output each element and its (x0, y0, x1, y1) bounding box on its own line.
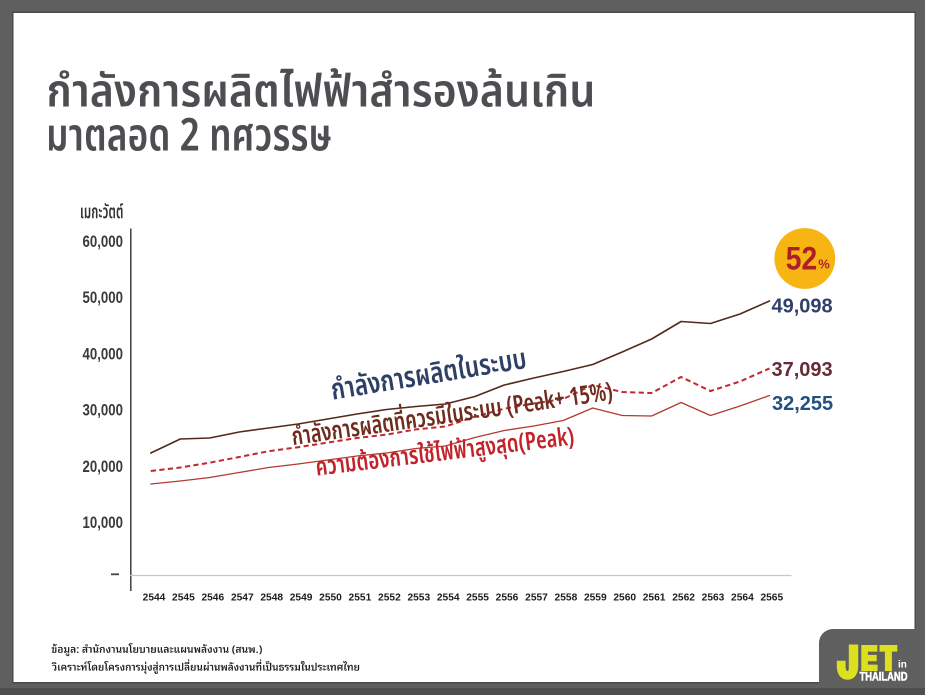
svg-text:2565: 2565 (760, 591, 783, 603)
svg-text:2553: 2553 (407, 591, 430, 603)
svg-text:2562: 2562 (672, 591, 695, 603)
svg-text:in: in (898, 660, 907, 671)
svg-text:2554: 2554 (437, 591, 460, 603)
svg-text:20,000: 20,000 (83, 458, 124, 476)
svg-text:2544: 2544 (143, 591, 166, 603)
svg-text:2563: 2563 (702, 591, 725, 603)
svg-text:2557: 2557 (525, 591, 548, 603)
svg-text:52: 52 (786, 240, 817, 276)
svg-text:2551: 2551 (349, 591, 372, 603)
svg-text:2556: 2556 (496, 591, 519, 603)
svg-text:2552: 2552 (378, 591, 401, 603)
svg-text:50,000: 50,000 (83, 289, 124, 307)
svg-text:32,255: 32,255 (772, 393, 833, 415)
svg-text:37,093: 37,093 (772, 359, 833, 381)
svg-text:2560: 2560 (613, 591, 636, 603)
svg-text:30,000: 30,000 (83, 402, 124, 420)
svg-text:2550: 2550 (319, 591, 342, 603)
svg-text:2558: 2558 (555, 591, 578, 603)
svg-text:2547: 2547 (231, 591, 254, 603)
svg-text:2555: 2555 (466, 591, 489, 603)
svg-text:60,000: 60,000 (83, 233, 124, 251)
svg-text:40,000: 40,000 (83, 345, 124, 363)
svg-text:2545: 2545 (172, 591, 195, 603)
svg-text:2549: 2549 (290, 591, 313, 603)
svg-text:2546: 2546 (201, 591, 224, 603)
svg-text:2559: 2559 (584, 591, 607, 603)
svg-text:THAILAND: THAILAND (860, 671, 908, 683)
svg-text:%: % (818, 257, 830, 272)
svg-text:49,098: 49,098 (772, 295, 833, 317)
svg-text:2548: 2548 (260, 591, 283, 603)
svg-text:2564: 2564 (731, 591, 754, 603)
svg-text:2561: 2561 (643, 591, 666, 603)
svg-text:10,000: 10,000 (83, 514, 124, 532)
